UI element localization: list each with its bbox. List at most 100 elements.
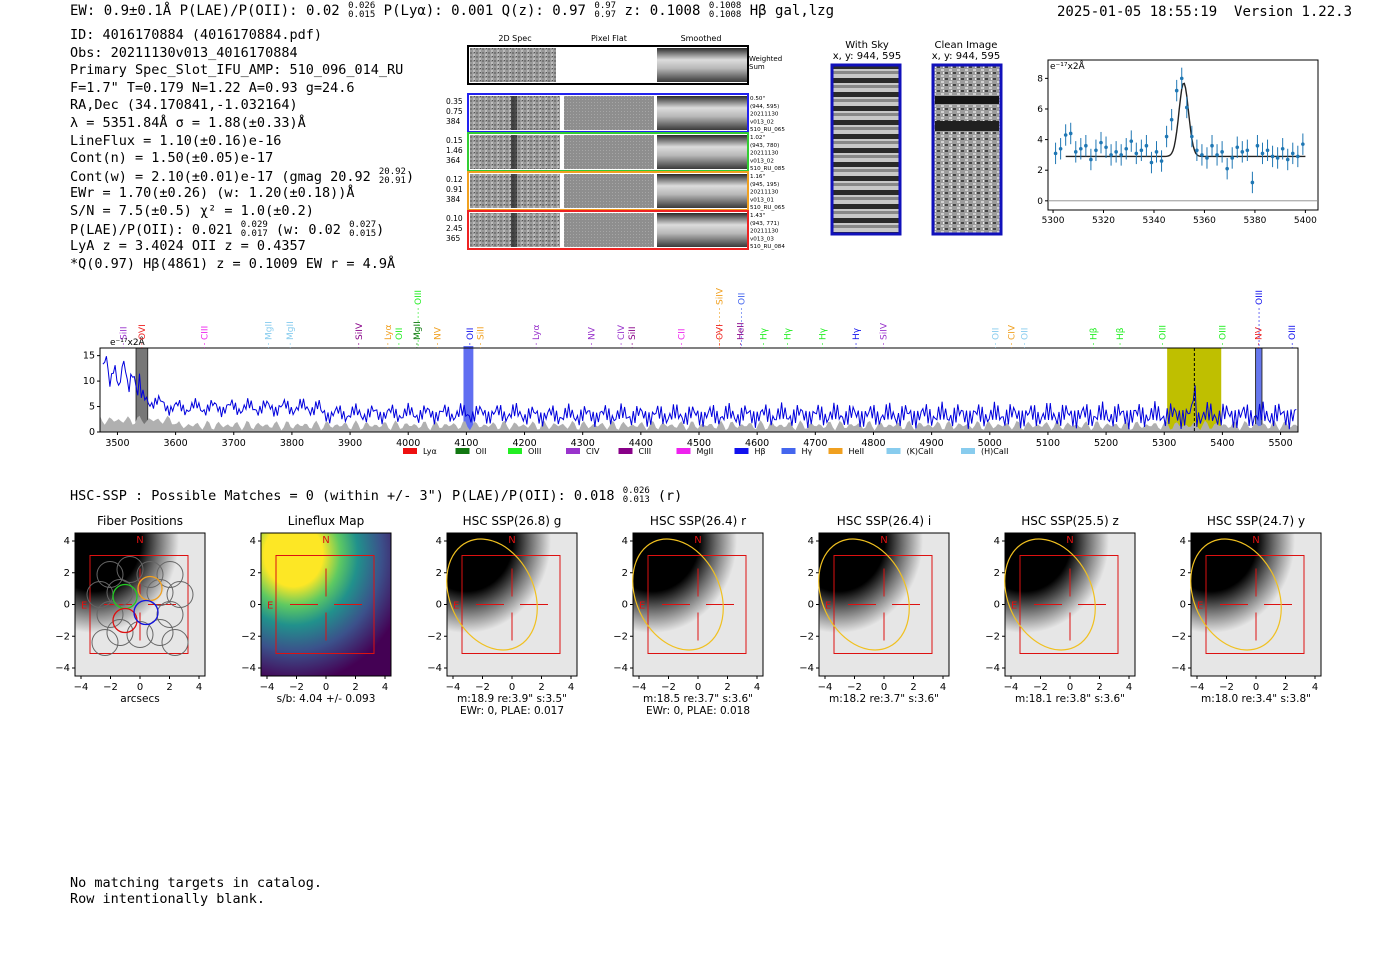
imaging-panel-6: HSC SSP(25.5) z −4 −4 −2 −2 0 0 2 2 4 4 N Em:18.1 re… xyxy=(985,514,1136,705)
galaxy-image xyxy=(1005,533,1135,676)
sky-images-panel: With Sky x, y: 944, 595 Clean Image x, y… xyxy=(830,40,1003,236)
clean-image-band xyxy=(935,96,999,104)
zoom-data-point xyxy=(1129,139,1134,143)
info-contw: Cont(w) = 2.10(±0.01)e-17 (gmag 20.92 20… xyxy=(70,166,415,186)
aperture-box xyxy=(1205,555,1305,654)
panel-xtick-label: −2 xyxy=(1033,682,1048,693)
header-line-tag: Hβ gal,lzg xyxy=(741,3,835,19)
clean-image xyxy=(931,63,1003,236)
north-label: N xyxy=(1252,535,1259,546)
legend-item: CIII xyxy=(618,447,651,456)
plae-w-lo: 0.015 xyxy=(349,228,377,239)
zoom-data-point xyxy=(1200,153,1204,157)
panel-xtick-label: −2 xyxy=(103,682,118,693)
emission-line-label: CIII xyxy=(201,326,211,340)
emission-line-label: SiIV xyxy=(355,322,365,340)
panel-xtick-label: 4 xyxy=(940,682,946,693)
catalog-footer: No matching targets in catalog. Row inte… xyxy=(70,875,322,907)
panel-xtick-label: −2 xyxy=(1219,682,1234,693)
cutout-right-label: 20211130 xyxy=(750,190,779,196)
weighted-label: Weighted xyxy=(749,55,782,63)
emission-line-label: OVI xyxy=(138,324,148,340)
header-z-lo: 0.1008 xyxy=(708,10,742,20)
panel-xtick-label: −4 xyxy=(446,682,461,693)
panel-xtick-label: 2 xyxy=(352,682,358,693)
panel-ytick-label: 4 xyxy=(250,536,256,547)
panel-xtick-label: 2 xyxy=(1096,682,1102,693)
zoom-data-point xyxy=(1179,76,1184,81)
emission-line-label: Hγ xyxy=(760,327,770,340)
panel-xtick-label: −4 xyxy=(74,682,89,693)
aperture-box xyxy=(275,555,375,654)
panel-ytick-label: 0 xyxy=(436,600,442,611)
panel-xtick-label: 0 xyxy=(1253,682,1259,693)
zoom-data-point xyxy=(1144,143,1149,148)
fiber-cutouts-panel: 2D Spec Pixel Flat Smoothed Weighted Sum… xyxy=(446,34,785,250)
cutout-left-label: 365 xyxy=(446,234,461,243)
fiber-circle xyxy=(126,621,154,648)
legend-swatch xyxy=(781,448,796,454)
panel-ytick-label: −4 xyxy=(1171,663,1186,674)
zoom-ytick-label: 8 xyxy=(1037,74,1043,84)
panel-ytick-label: 0 xyxy=(622,600,628,611)
emission-line-label: HeII xyxy=(736,322,746,340)
panel-ytick-label: 2 xyxy=(994,568,1000,579)
emission-line-label: CII xyxy=(678,328,688,340)
cutout-right-label: (943, 771) xyxy=(750,221,779,227)
east-label: E xyxy=(825,601,831,612)
panel-ytick-label: −4 xyxy=(613,663,628,674)
spectrum-ytick-label: 5 xyxy=(89,402,95,413)
cutout-right-label: (943, 780) xyxy=(750,143,779,149)
panel-title: Fiber Positions xyxy=(97,514,183,528)
panel-ytick-label: 2 xyxy=(64,568,70,579)
cutout-left-label: 384 xyxy=(446,195,461,204)
zoom-data-point xyxy=(1270,154,1275,159)
panel-xtick-label: 2 xyxy=(724,682,730,693)
panel-xtick-label: −2 xyxy=(475,682,490,693)
panel-xtick-label: −4 xyxy=(632,682,647,693)
cutout-smoothed xyxy=(657,135,747,169)
legend-label: HeII xyxy=(849,447,865,456)
panel-xtick-label: −2 xyxy=(289,682,304,693)
panel-ytick-label: 4 xyxy=(1180,536,1186,547)
zoom-xtick-label: 5320 xyxy=(1092,216,1115,226)
panel-xtick-label: 0 xyxy=(1067,682,1073,693)
galaxy-ellipse xyxy=(446,538,538,651)
zoom-data-point xyxy=(1260,151,1265,156)
fiber-circle xyxy=(161,629,189,656)
zoom-data-point xyxy=(1068,131,1073,136)
cutout-left-label: 0.91 xyxy=(446,185,463,194)
panel-xtick-label: −4 xyxy=(1004,682,1019,693)
zoom-data-point xyxy=(1058,146,1063,151)
north-label: N xyxy=(880,535,887,546)
panel-ytick-label: 0 xyxy=(64,600,70,611)
cutout-pixel-flat xyxy=(564,213,654,247)
legend-label: Hβ xyxy=(755,447,766,456)
panel-caption: m:18.2 re:3.7" s:3.6" xyxy=(829,693,939,705)
zoom-data-point xyxy=(1275,156,1280,160)
info-sn: S/N = 7.5(±0.5) χ² = 1.0(±0.2) xyxy=(70,202,314,219)
panel-title: HSC SSP(24.7) y xyxy=(1207,514,1305,528)
line-fit-chart: e⁻¹⁷x2Å 5300 5320 5340 5360 5380 5400 0 2 4 6 8 xyxy=(1037,59,1319,226)
zoom-xtick-label: 5380 xyxy=(1243,216,1266,226)
zoom-data-point xyxy=(1184,105,1189,110)
info-id: ID: 4016170884 (4016170884.pdf) xyxy=(70,27,322,43)
emission-line-label: Lyα xyxy=(384,324,394,340)
fiber-circle xyxy=(156,601,184,628)
panel-xtick-label: 4 xyxy=(196,682,202,693)
hsc-plae-lo: 0.013 xyxy=(622,495,650,505)
emission-line-label: OII xyxy=(1021,328,1031,340)
cutout-right-label: 1.02" xyxy=(750,135,765,141)
imaging-panel-5: HSC SSP(26.4) i −4 −4 −2 −2 0 0 2 2 4 4 N Em:18.2 re… xyxy=(799,514,950,705)
header-timestamp-version: 2025-01-05 18:55:19 Version 1.22.3 xyxy=(1057,4,1352,20)
cutout-smoothed xyxy=(657,213,747,247)
zoom-data-point xyxy=(1084,143,1088,148)
legend-swatch xyxy=(455,448,470,454)
zoom-data-point xyxy=(1245,148,1250,153)
zoom-xtick-label: 5400 xyxy=(1294,216,1317,226)
zoom-data-point xyxy=(1073,150,1078,154)
zoom-data-point xyxy=(1053,151,1058,156)
panel-xtick-label: 0 xyxy=(137,682,143,693)
panel-ytick-label: −4 xyxy=(427,663,442,674)
galaxy-ellipse xyxy=(818,538,910,651)
